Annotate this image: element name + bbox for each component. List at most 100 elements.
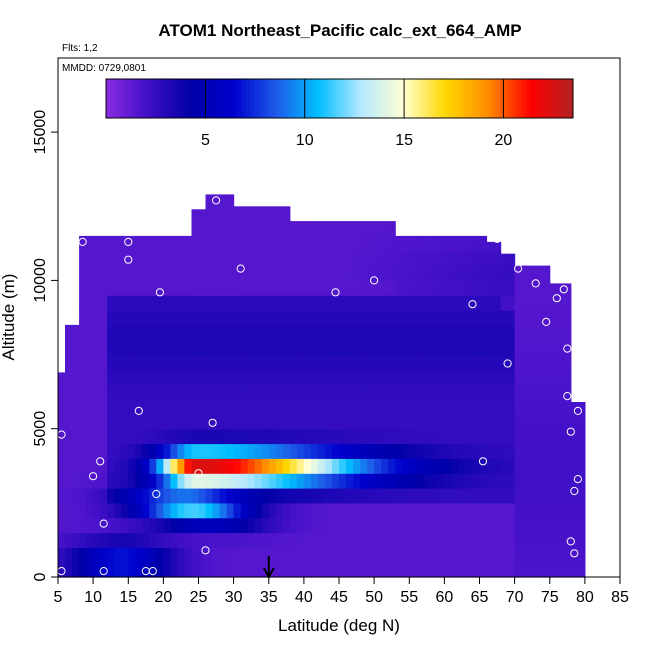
heat-cell bbox=[472, 384, 481, 400]
heat-cell bbox=[465, 473, 473, 489]
heat-cell bbox=[184, 369, 192, 385]
heat-cell bbox=[72, 502, 80, 519]
heat-cell bbox=[247, 488, 256, 504]
heat-cell bbox=[184, 532, 192, 548]
heat-cell bbox=[423, 295, 431, 311]
heat-cell bbox=[339, 339, 347, 356]
heat-cell bbox=[121, 324, 129, 341]
colorbar-segment bbox=[144, 79, 150, 118]
heat-cell bbox=[58, 562, 66, 578]
heat-cell bbox=[240, 532, 249, 548]
heat-cell bbox=[114, 502, 122, 519]
heat-cell bbox=[353, 399, 361, 415]
heat-cell bbox=[339, 399, 347, 415]
colorbar-segment bbox=[460, 79, 465, 118]
heat-cell bbox=[205, 280, 214, 296]
heat-cell bbox=[121, 562, 129, 578]
x-tick-label: 35 bbox=[260, 589, 278, 606]
heat-cell bbox=[430, 428, 438, 445]
heat-cell bbox=[205, 221, 214, 237]
heat-cell bbox=[282, 562, 291, 578]
heat-cell bbox=[282, 221, 291, 237]
heat-cell bbox=[367, 235, 375, 252]
heat-cell bbox=[177, 265, 185, 281]
heat-cell bbox=[254, 250, 263, 267]
heat-cell bbox=[570, 402, 579, 415]
heat-cell bbox=[268, 473, 277, 489]
heat-cell bbox=[114, 235, 122, 252]
heat-cell bbox=[184, 488, 192, 504]
heat-cell bbox=[247, 221, 256, 237]
heat-cell bbox=[240, 473, 249, 489]
colorbar-segment bbox=[109, 79, 115, 118]
heat-cell bbox=[570, 517, 579, 534]
heat-cell bbox=[114, 369, 122, 385]
heat-cell bbox=[332, 265, 340, 281]
heat-cell bbox=[226, 324, 235, 341]
heat-cell bbox=[310, 547, 319, 563]
heat-cell bbox=[107, 517, 115, 534]
heat-cell bbox=[317, 562, 326, 578]
colorbar-segment bbox=[471, 79, 477, 118]
heat-cell bbox=[521, 502, 530, 519]
heat-cell bbox=[163, 502, 171, 519]
heat-cell bbox=[416, 547, 424, 563]
heat-cell bbox=[353, 413, 361, 430]
colorbar-segment bbox=[382, 79, 387, 118]
heat-cell bbox=[535, 562, 544, 578]
heat-cell bbox=[135, 384, 143, 400]
heat-cell bbox=[275, 369, 284, 385]
profile-point bbox=[134, 406, 143, 415]
heat-cell bbox=[121, 354, 129, 370]
heat-cell bbox=[163, 443, 171, 459]
heat-cell bbox=[156, 295, 164, 311]
colorbar-segment bbox=[117, 79, 123, 118]
heat-cell bbox=[535, 339, 544, 356]
heat-cell bbox=[205, 443, 214, 459]
colorbar-segment bbox=[549, 79, 555, 118]
heat-cell bbox=[191, 399, 200, 415]
profile-point bbox=[194, 469, 203, 478]
colorbar-segment bbox=[234, 79, 239, 118]
heat-cell bbox=[170, 517, 178, 534]
heat-cell bbox=[198, 488, 207, 504]
heat-cell bbox=[451, 458, 459, 474]
heat-cell bbox=[451, 547, 459, 563]
heat-cell bbox=[542, 443, 551, 459]
heat-cell bbox=[296, 488, 305, 504]
heat-cell bbox=[360, 502, 368, 519]
heat-cell bbox=[324, 235, 333, 252]
heat-cell bbox=[226, 354, 235, 370]
heat-cell bbox=[149, 354, 157, 370]
heat-cell bbox=[317, 532, 326, 548]
heat-cell bbox=[388, 502, 396, 519]
heat-cell bbox=[381, 324, 389, 341]
heat-cell bbox=[367, 547, 375, 563]
heat-cell bbox=[303, 280, 312, 296]
x-tick-label: 55 bbox=[400, 589, 418, 606]
heat-cell bbox=[233, 547, 242, 563]
heat-cell bbox=[107, 532, 115, 548]
heat-cell bbox=[233, 532, 242, 548]
heat-cell bbox=[135, 547, 143, 563]
heat-cell bbox=[493, 384, 502, 400]
heat-cell bbox=[472, 547, 481, 563]
heat-cell bbox=[128, 413, 136, 430]
heat-cell bbox=[205, 547, 214, 563]
heat-cell bbox=[114, 413, 122, 430]
heat-cell bbox=[346, 428, 354, 445]
heat-cell bbox=[156, 384, 164, 400]
heat-cell bbox=[535, 280, 544, 296]
heat-cell bbox=[275, 310, 284, 326]
heat-cell bbox=[486, 413, 495, 430]
colorbar-segment bbox=[370, 79, 376, 118]
heat-cell bbox=[205, 310, 214, 326]
heat-cell bbox=[409, 532, 417, 548]
heat-cell bbox=[437, 384, 445, 400]
heat-cell bbox=[472, 310, 481, 326]
colorbar-segment bbox=[358, 79, 364, 118]
heat-cell bbox=[289, 428, 298, 445]
heat-cell bbox=[233, 250, 242, 267]
heat-cell bbox=[72, 532, 80, 548]
x-axis: 5 10 15 20 25 30 35 40 45 50 55 60 65 70 75 80 85 bbox=[54, 577, 629, 606]
